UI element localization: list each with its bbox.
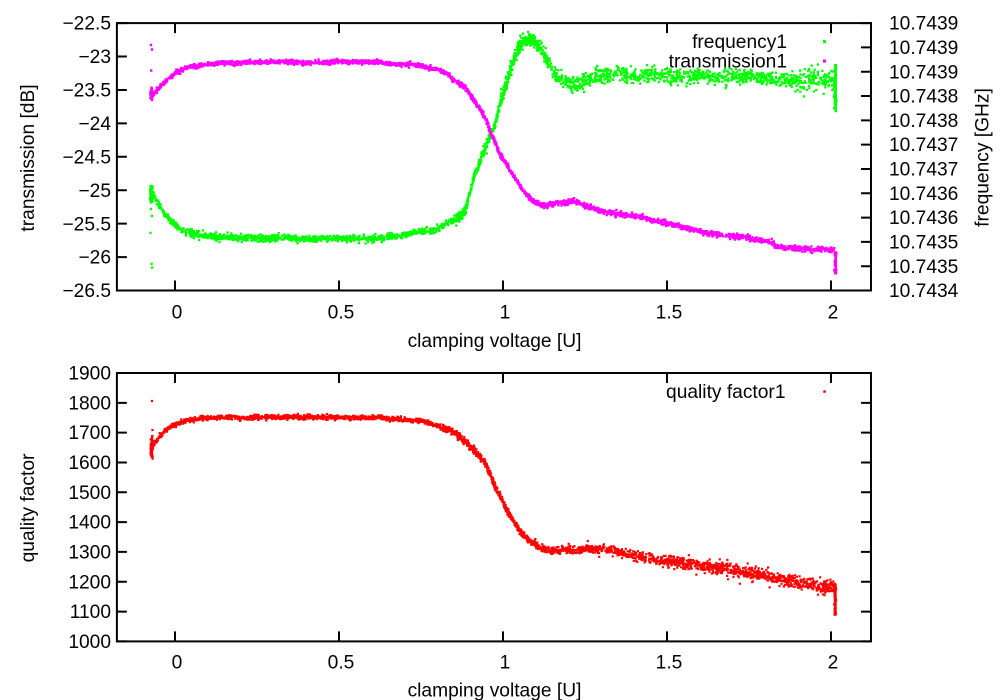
svg-text:1000: 1000 (68, 632, 111, 653)
svg-text:10.7438: 10.7438 (889, 111, 958, 132)
svg-text:1.5: 1.5 (656, 302, 683, 323)
svg-text:10.7435: 10.7435 (889, 257, 958, 278)
svg-text:1300: 1300 (68, 543, 111, 564)
svg-text:10.7439: 10.7439 (889, 14, 958, 35)
svg-text:−25: −25 (78, 181, 111, 202)
svg-text:1700: 1700 (68, 423, 111, 444)
svg-text:transmission1: transmission1 (669, 52, 787, 73)
svg-text:1: 1 (500, 652, 511, 673)
svg-text:−26.5: −26.5 (62, 281, 111, 302)
svg-text:10.7436: 10.7436 (889, 208, 958, 229)
svg-text:10.7434: 10.7434 (889, 281, 959, 302)
svg-text:quality factor: quality factor (18, 453, 39, 562)
svg-text:10.7437: 10.7437 (889, 160, 958, 181)
svg-text:−26: −26 (78, 248, 111, 269)
svg-text:10.7437: 10.7437 (889, 135, 958, 156)
svg-text:10.7439: 10.7439 (889, 62, 958, 83)
svg-text:0: 0 (172, 302, 183, 323)
svg-text:1: 1 (500, 302, 511, 323)
svg-text:10.7439: 10.7439 (889, 38, 958, 59)
svg-text:1100: 1100 (70, 602, 111, 623)
svg-text:2: 2 (828, 302, 839, 323)
svg-text:−24: −24 (78, 114, 111, 135)
svg-text:frequency1: frequency1 (692, 32, 787, 53)
svg-text:1600: 1600 (68, 453, 111, 474)
svg-text:quality factor1: quality factor1 (666, 382, 785, 403)
svg-text:−24.5: −24.5 (62, 147, 111, 168)
svg-text:clamping voltage [U]: clamping voltage [U] (408, 331, 582, 352)
svg-text:1500: 1500 (68, 483, 111, 504)
svg-text:1900: 1900 (68, 364, 111, 385)
svg-text:0: 0 (172, 652, 183, 673)
svg-text:1400: 1400 (68, 513, 111, 534)
svg-text:1.5: 1.5 (656, 652, 683, 673)
svg-text:frequency [GHz]: frequency [GHz] (972, 88, 993, 227)
svg-text:−23: −23 (78, 47, 111, 68)
svg-text:clamping voltage [U]: clamping voltage [U] (408, 680, 582, 700)
svg-text:transmission [dB]: transmission [dB] (18, 84, 39, 231)
svg-text:10.7436: 10.7436 (889, 184, 958, 205)
svg-text:0.5: 0.5 (328, 652, 355, 673)
svg-text:1800: 1800 (68, 393, 111, 414)
svg-text:1200: 1200 (68, 572, 111, 593)
svg-text:−23.5: −23.5 (62, 81, 111, 102)
svg-text:−25.5: −25.5 (62, 214, 111, 235)
svg-text:10.7435: 10.7435 (889, 232, 958, 253)
svg-text:2: 2 (828, 652, 839, 673)
svg-text:0.5: 0.5 (328, 302, 355, 323)
svg-text:−22.5: −22.5 (62, 14, 111, 35)
svg-text:10.7438: 10.7438 (889, 87, 958, 108)
